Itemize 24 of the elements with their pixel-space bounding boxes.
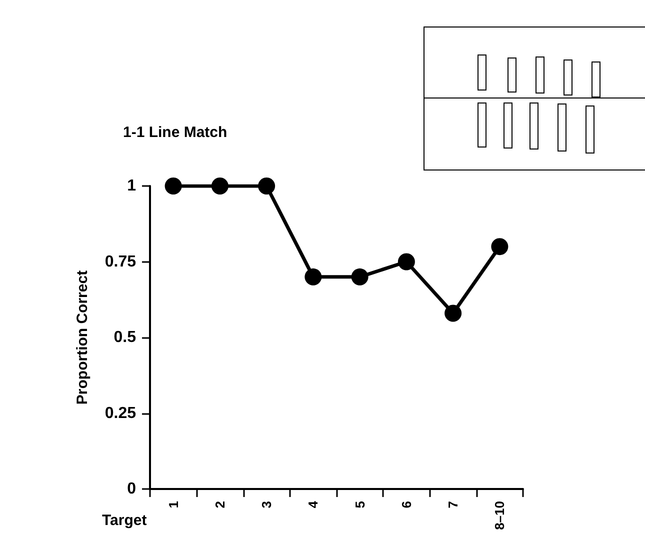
y-tick-label: 0.5 xyxy=(114,329,136,346)
x-tick-label: 8–10 xyxy=(492,501,508,530)
x-tick-label: 7 xyxy=(446,501,461,508)
x-axis-title: Target xyxy=(102,512,147,529)
point xyxy=(258,178,276,194)
point xyxy=(491,238,508,256)
x-tick-label: 2 xyxy=(212,501,228,508)
point xyxy=(351,268,368,286)
point xyxy=(164,178,182,194)
point xyxy=(444,304,462,322)
x-tick-label: 5 xyxy=(352,501,368,508)
chart-title: 1-1 Line Match xyxy=(123,124,228,141)
x-tick-label: 4 xyxy=(306,500,321,508)
x-tick-label: 3 xyxy=(259,501,274,508)
point xyxy=(211,178,228,194)
y-axis-title: Proportion Correct xyxy=(74,270,91,405)
y-tick-label: 1 xyxy=(127,178,136,194)
x-tick-label: 1 xyxy=(166,501,181,508)
x-tick-label: 6 xyxy=(398,501,414,508)
y-tick-label: 0.75 xyxy=(104,253,136,270)
y-tick-label: 0.25 xyxy=(104,404,136,422)
point xyxy=(304,268,322,286)
y-tick-label: 0 xyxy=(127,480,136,498)
point xyxy=(398,253,415,270)
